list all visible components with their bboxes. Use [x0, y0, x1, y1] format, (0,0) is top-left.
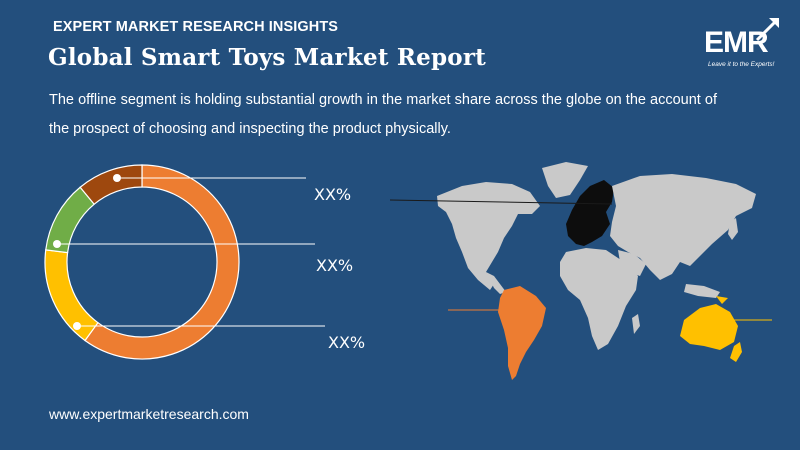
- greenland-region: [542, 162, 588, 198]
- leader-dot: [113, 174, 121, 182]
- footer-url: www.expertmarketresearch.com: [49, 406, 249, 422]
- description-text: The offline segment is holding substanti…: [49, 92, 717, 137]
- leader-dot: [53, 240, 61, 248]
- donut-slice: [44, 249, 99, 342]
- africa-region: [560, 248, 638, 350]
- page-title: Global Smart Toys Market Report: [48, 44, 486, 71]
- southeast-asia-region: [684, 284, 720, 298]
- percent-label: XX%: [314, 185, 351, 204]
- arabia-region: [618, 250, 646, 276]
- logo-tagline: Leave it to the Experts!: [708, 61, 775, 68]
- japan-region: [728, 218, 738, 240]
- kicker-heading: EXPERT MARKET RESEARCH INSIGHTS: [53, 19, 339, 35]
- donut-slice: [45, 186, 96, 254]
- papua-region: [716, 296, 728, 304]
- madagascar-region: [632, 314, 640, 334]
- asia-region: [610, 174, 756, 280]
- world-map: [437, 162, 756, 380]
- donut-chart: [44, 164, 240, 360]
- percent-label: XX%: [328, 333, 365, 352]
- leader-dot: [73, 322, 81, 330]
- central-america-region: [486, 272, 506, 294]
- logo-text: EMR: [704, 26, 769, 59]
- donut-slice: [84, 164, 240, 360]
- donut-slice: [79, 164, 143, 206]
- new-zealand-region: [730, 342, 742, 362]
- map-pointer-lines: [389, 199, 772, 321]
- south-america-region: [498, 286, 546, 380]
- emr-logo: [755, 18, 779, 42]
- percent-label: XX%: [316, 256, 353, 275]
- australia-region: [680, 304, 738, 350]
- north-america-region: [437, 182, 540, 290]
- europe-region: [566, 180, 614, 246]
- leader-lines: [53, 174, 325, 330]
- pointer-line-europe: [389, 199, 613, 205]
